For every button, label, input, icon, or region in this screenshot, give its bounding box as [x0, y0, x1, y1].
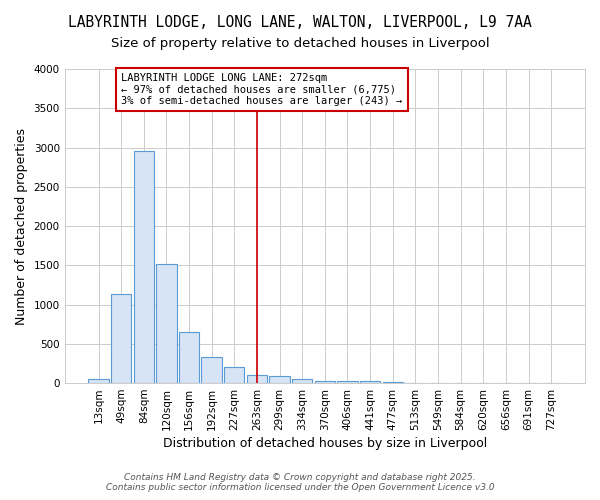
Bar	[247, 375, 267, 383]
Bar	[88, 379, 109, 383]
Bar	[156, 264, 176, 383]
Bar	[179, 332, 199, 383]
X-axis label: Distribution of detached houses by size in Liverpool: Distribution of detached houses by size …	[163, 437, 487, 450]
Bar	[269, 376, 290, 383]
Bar	[337, 382, 358, 383]
Bar	[383, 382, 403, 383]
Bar	[202, 357, 222, 383]
Text: Contains HM Land Registry data © Crown copyright and database right 2025.
Contai: Contains HM Land Registry data © Crown c…	[106, 473, 494, 492]
Bar	[292, 379, 313, 383]
Text: LABYRINTH LODGE, LONG LANE, WALTON, LIVERPOOL, L9 7AA: LABYRINTH LODGE, LONG LANE, WALTON, LIVE…	[68, 15, 532, 30]
Bar	[111, 294, 131, 383]
Bar	[134, 150, 154, 383]
Text: LABYRINTH LODGE LONG LANE: 272sqm
← 97% of detached houses are smaller (6,775)
3: LABYRINTH LODGE LONG LANE: 272sqm ← 97% …	[121, 73, 403, 106]
Bar	[314, 381, 335, 383]
Bar	[360, 382, 380, 383]
Text: Size of property relative to detached houses in Liverpool: Size of property relative to detached ho…	[110, 38, 490, 51]
Y-axis label: Number of detached properties: Number of detached properties	[15, 128, 28, 324]
Bar	[224, 368, 244, 383]
